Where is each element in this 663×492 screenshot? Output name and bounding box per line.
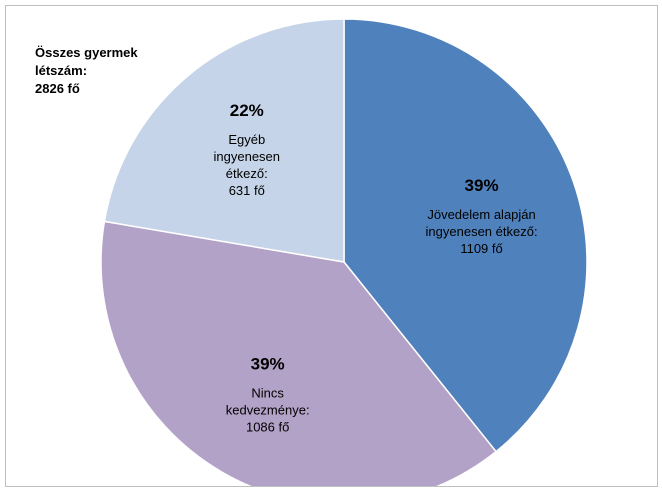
pie-chart: 39% Jövedelem alapján ingyenesen étkező: 11… bbox=[100, 18, 588, 486]
slice-2-label-line-2: kedvezménye: bbox=[226, 402, 310, 417]
pie-slice-3 bbox=[103, 18, 345, 263]
total-note-line-1: Összes gyermek bbox=[35, 45, 138, 60]
pie-slice-1 bbox=[343, 18, 588, 453]
chart-area: 39% Jövedelem alapján ingyenesen étkező: 11… bbox=[5, 5, 658, 487]
slice-2-label-line-3: 1086 fő bbox=[246, 419, 289, 434]
slice-3-percent-label: 22% bbox=[230, 101, 264, 120]
slice-3-label-line-1: Egyéb bbox=[228, 132, 265, 147]
pie-slice-2 bbox=[100, 220, 498, 486]
slice-2-percent-label: 39% bbox=[251, 354, 285, 373]
total-note-line-2: létszám: bbox=[35, 63, 88, 78]
total-note-line-3: 2826 fő bbox=[35, 81, 80, 96]
slice-1-label-line-3: 1109 fő bbox=[460, 241, 502, 256]
slice-3-label-line-3: étkező: bbox=[226, 166, 268, 181]
total-count-note: Összes gyermek létszám: 2826 fő bbox=[35, 44, 138, 98]
slice-3-label-line-2: ingyenesen bbox=[214, 149, 281, 164]
slice-3-label-line-4: 631 fő bbox=[229, 183, 265, 198]
slice-1-label-line-1: Jövedelem alapján bbox=[427, 207, 535, 222]
slice-2-label-line-1: Nincs bbox=[251, 385, 284, 400]
slice-1-label-line-2: ingyenesen étkező: bbox=[426, 224, 538, 239]
slice-1-percent-label: 39% bbox=[465, 176, 499, 195]
